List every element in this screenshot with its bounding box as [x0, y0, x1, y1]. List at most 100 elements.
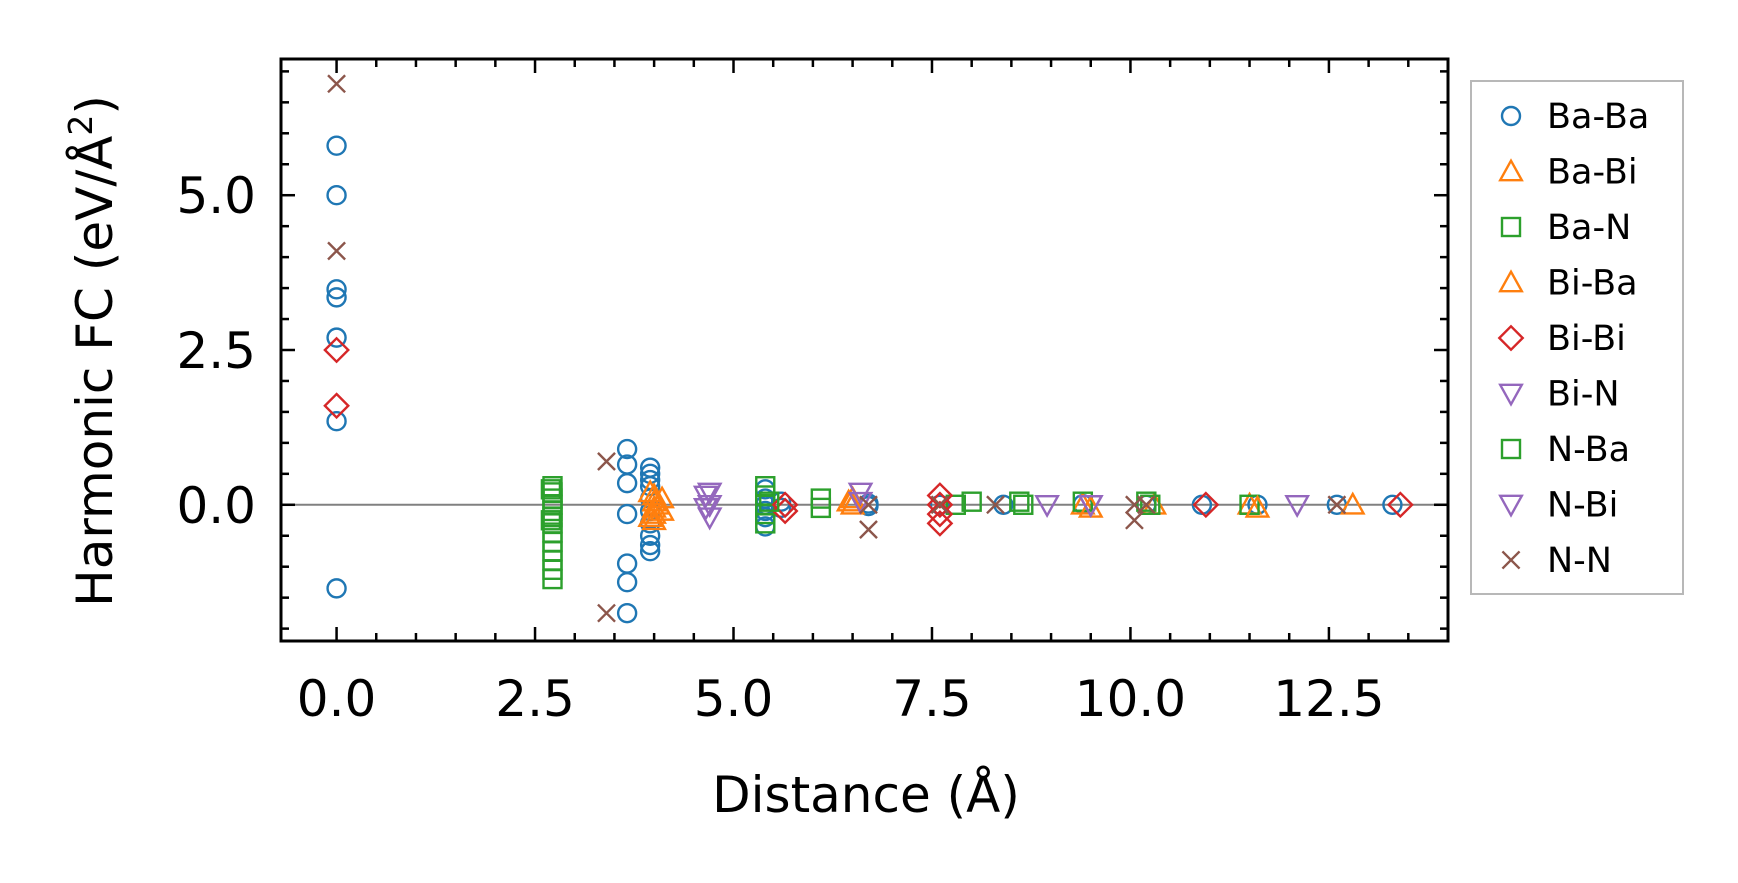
legend-label: Bi-Ba [1547, 264, 1638, 304]
data-point [1386, 491, 1414, 519]
legend-item-n-ba: N-Ba [1500, 430, 1630, 470]
x-tick-label: 12.5 [1273, 670, 1384, 728]
legend-marker-bi-ba [1498, 269, 1524, 293]
data-point [616, 571, 638, 593]
data-point [1009, 491, 1030, 512]
legend-item-n-n: N-N [1501, 541, 1612, 581]
data-point [639, 534, 661, 556]
legend-item-bi-bi: Bi-Bi [1497, 319, 1626, 359]
x-tick-label: 10.0 [1075, 670, 1186, 728]
x-tick-label: 0.0 [297, 670, 377, 728]
data-point [326, 411, 347, 432]
legend-item-bi-ba: Bi-Ba [1498, 264, 1638, 304]
data-point [930, 495, 950, 515]
data-point [1192, 491, 1220, 519]
legend-marker-bi-bi [1497, 324, 1525, 352]
data-point [326, 287, 347, 308]
data-point [540, 510, 562, 531]
data-point [696, 482, 723, 506]
data-point [326, 578, 347, 599]
data-point [755, 513, 776, 534]
data-point [597, 603, 616, 623]
data-point [1077, 494, 1104, 519]
data-point [926, 491, 954, 519]
data-point [645, 491, 671, 515]
legend: Ba-Ba Ba-Bi Ba-N Bi-Ba Bi-Bi Bi-N N-Ba N-Bi N-N [1470, 80, 1684, 595]
y-axis-label-superscript: 2 [61, 115, 100, 136]
data-point [639, 541, 661, 562]
data-point [639, 476, 661, 497]
y-axis-label: Harmonic FC (eV/Å2) [61, 95, 124, 607]
data-point [616, 472, 638, 494]
data-point [770, 491, 792, 512]
data-point [926, 509, 954, 537]
data-point [859, 520, 878, 539]
legend-label: Ba-N [1547, 208, 1631, 248]
legend-label: Bi-N [1547, 375, 1620, 415]
data-point [1136, 495, 1156, 515]
tick-marks [281, 59, 1450, 641]
data-point [839, 491, 866, 515]
legend-marker-ba-bi [1498, 158, 1524, 182]
series-n-ba [540, 479, 1161, 531]
data-point [929, 494, 951, 515]
legend-label: N-Bi [1547, 486, 1618, 526]
data-point [986, 495, 1005, 515]
data-point [961, 491, 982, 512]
legend-marker-n-ba [1500, 438, 1522, 460]
data-point [540, 479, 562, 500]
legend-item-ba-bi: Ba-Bi [1498, 153, 1638, 193]
data-point [759, 491, 780, 512]
legend-label: N-N [1547, 541, 1612, 581]
data-point [616, 602, 638, 624]
data-point [692, 485, 719, 509]
data-point [616, 438, 638, 460]
data-point [1244, 494, 1271, 518]
legend-item-ba-n: Ba-N [1500, 208, 1631, 248]
legend-label: Ba-Ba [1547, 97, 1649, 137]
data-point [327, 74, 346, 94]
data-point [637, 479, 663, 503]
data-point [1339, 491, 1366, 515]
data-point [770, 497, 792, 519]
legend-label: N-Ba [1547, 430, 1630, 470]
x-axis-label: Distance (Å) [712, 766, 1020, 824]
data-point [326, 279, 347, 300]
y-tick-label: 5.0 [176, 167, 256, 225]
legend-item-n-bi: N-Bi [1498, 486, 1618, 526]
data-point [945, 494, 966, 515]
legend-marker-n-n [1501, 550, 1521, 570]
x-tick-label: 5.0 [694, 670, 774, 728]
x-tick-label: 2.5 [495, 670, 575, 728]
legend-marker-ba-ba [1500, 105, 1522, 127]
data-point [597, 452, 616, 471]
legend-item-bi-n: Bi-N [1498, 375, 1620, 415]
legend-item-ba-ba: Ba-Ba [1500, 97, 1649, 137]
data-point [327, 241, 346, 261]
data-point [926, 500, 954, 528]
data-point [542, 568, 563, 590]
series-ba-n [542, 476, 1260, 590]
data-point [1140, 494, 1161, 515]
data-point [1013, 494, 1034, 515]
y-tick-label: 0.0 [176, 477, 256, 535]
data-point [810, 497, 832, 519]
data-point [692, 498, 719, 522]
legend-marker-ba-n [1500, 216, 1522, 238]
data-point [1034, 494, 1060, 519]
legend-marker-n-bi [1498, 494, 1524, 518]
x-tick-label: 7.5 [892, 670, 972, 728]
data-point [637, 503, 663, 528]
plot-area: 0.0 2.5 5.0 7.5 10.0 12.5 0.0 2.5 5.0 [176, 57, 1450, 728]
data-point [323, 336, 350, 364]
series-bi-bi [323, 336, 1414, 537]
legend-marker-bi-n [1498, 383, 1524, 407]
data-point [926, 482, 954, 509]
data-point [326, 327, 347, 348]
data-point [323, 392, 350, 420]
data-point [616, 503, 638, 525]
y-axis-label-main: Harmonic FC (eV/Å [66, 136, 124, 607]
series-n-n [327, 74, 1347, 623]
data-point [1382, 494, 1403, 515]
